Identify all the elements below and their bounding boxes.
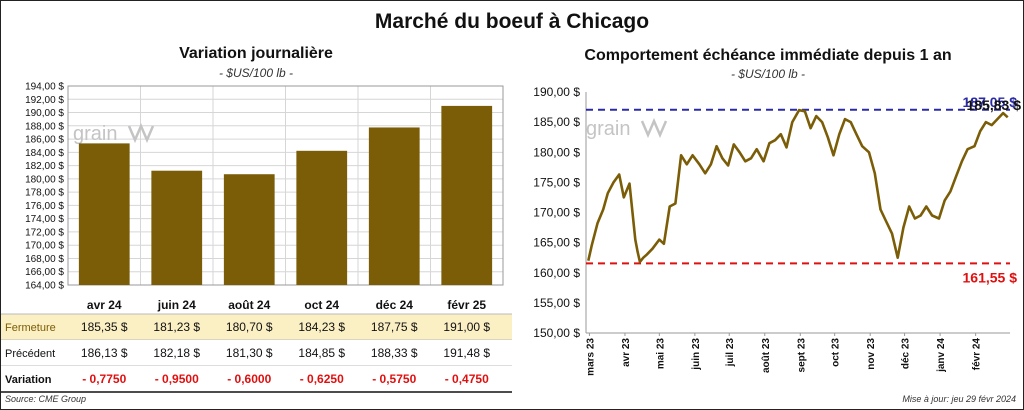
table-cell: 182,18 $: [153, 346, 200, 360]
y-tick-label: 174,00 $: [25, 214, 64, 225]
table-cell: - 0,6250: [300, 372, 344, 386]
bar: [78, 143, 130, 285]
x-tick-label: août 23: [761, 338, 772, 373]
table-row-bg: [1, 340, 512, 366]
y-tick-label: 186,00 $: [25, 135, 64, 146]
y-tick-label: 184,00 $: [25, 148, 64, 159]
x-tick-label: juin 23: [691, 338, 702, 371]
bar: [223, 174, 275, 285]
table-cell: - 0,6000: [227, 372, 271, 386]
x-tick-label: nov 23: [866, 338, 877, 370]
table-row-label: Fermeture: [5, 322, 56, 334]
y-tick-label: 175,00 $: [533, 175, 580, 189]
watermark-text: grain: [73, 123, 117, 145]
table-cell: 184,85 $: [298, 346, 345, 360]
table-cell: 181,30 $: [226, 346, 273, 360]
table-cell: 184,23 $: [298, 320, 345, 334]
y-tick-label: 172,00 $: [25, 227, 64, 238]
table-cell: - 0,7750: [82, 372, 126, 386]
table-cell: - 0,4750: [445, 372, 489, 386]
table-cell: - 0,9500: [155, 372, 199, 386]
table-cell: - 0,5750: [372, 372, 416, 386]
x-tick-label: mai 23: [655, 338, 666, 370]
table-row-label: Précédent: [5, 348, 55, 360]
y-tick-label: 190,00 $: [533, 85, 580, 99]
page-title: Marché du boeuf à Chicago: [374, 10, 650, 33]
bar: [368, 127, 420, 285]
watermark-text: grain: [586, 118, 630, 140]
x-tick-label: oct 24: [304, 298, 339, 312]
y-tick-label: 150,00 $: [533, 326, 580, 340]
table-cell: 181,23 $: [153, 320, 200, 334]
y-tick-label: 168,00 $: [25, 254, 64, 265]
watermark-logo-icon: [640, 117, 668, 139]
plot-area-border: [67, 85, 504, 286]
x-tick-label: avr 23: [621, 338, 632, 367]
last-value-label: 185,83 $: [967, 97, 1022, 113]
daily-variation-chart: 164,00 $ 166,00 $ 168,00 $ 170,00 $ 172,00 $…: [1, 82, 512, 393]
source-note: Source: CME Group: [5, 394, 87, 404]
y-tick-label: 170,00 $: [25, 241, 64, 252]
x-tick-label: janv 24: [936, 338, 947, 373]
price-series-line: [587, 108, 1009, 264]
y-tick-label: 160,00 $: [533, 266, 580, 280]
x-tick-label: févr 24: [972, 338, 983, 371]
x-tick-label: juil 23: [725, 338, 736, 368]
table-cell: 191,48 $: [443, 346, 490, 360]
right-chart-subtitle: Comportement échéance immédiate depuis 1…: [584, 47, 952, 64]
bar: [151, 170, 203, 285]
bar: [296, 150, 348, 285]
left-chart-unit: - $US/100 lb -: [218, 66, 294, 80]
y-tick-label: 178,00 $: [25, 188, 64, 199]
y-tick-label: 176,00 $: [25, 201, 64, 212]
x-tick-label: déc 23: [901, 338, 912, 370]
bar: [441, 105, 493, 286]
x-tick-label: mars 23: [585, 338, 596, 376]
table-row-bg: [1, 314, 512, 340]
table-row-label: Variation: [5, 374, 52, 386]
x-tick-label: oct 23: [831, 338, 842, 367]
x-tick-label: avr 24: [87, 298, 122, 312]
max-value-label: 187,05 $: [963, 94, 1018, 110]
table-cell: 188,33 $: [371, 346, 418, 360]
update-note: Mise à jour: jeu 29 févr 2024: [902, 394, 1016, 404]
watermark-logo-icon: [127, 122, 155, 144]
table-cell: 186,13 $: [81, 346, 128, 360]
y-tick-label: 165,00 $: [533, 236, 580, 250]
x-tick-label: sept 23: [796, 338, 807, 373]
y-tick-label: 180,00 $: [25, 174, 64, 185]
table-cell: 180,70 $: [226, 320, 273, 334]
right-chart-unit: - $US/100 lb -: [730, 67, 806, 81]
table-cell: 187,75 $: [371, 320, 418, 334]
table-cell: 191,00 $: [443, 320, 490, 334]
y-tick-label: 182,00 $: [25, 161, 64, 172]
y-tick-label: 170,00 $: [533, 206, 580, 220]
x-tick-label: juin 24: [157, 298, 196, 312]
y-tick-label: 192,00 $: [25, 95, 64, 106]
y-tick-label: 164,00 $: [25, 281, 64, 292]
left-chart-subtitle: Variation journalière: [179, 45, 333, 62]
y-tick-label: 194,00 $: [25, 82, 64, 93]
y-tick-label: 155,00 $: [533, 296, 580, 310]
x-tick-label: déc 24: [376, 298, 414, 312]
x-tick-label: août 24: [228, 298, 270, 312]
table-cell: 185,35 $: [81, 320, 128, 334]
table-row-bg: [1, 366, 512, 392]
y-tick-label: 166,00 $: [25, 267, 64, 278]
y-tick-label: 185,00 $: [533, 115, 580, 129]
y-tick-label: 188,00 $: [25, 121, 64, 132]
y-tick-label: 190,00 $: [25, 108, 64, 119]
x-tick-label: févr 25: [447, 298, 486, 312]
y-tick-label: 180,00 $: [533, 145, 580, 159]
min-value-label: 161,55 $: [963, 269, 1018, 285]
